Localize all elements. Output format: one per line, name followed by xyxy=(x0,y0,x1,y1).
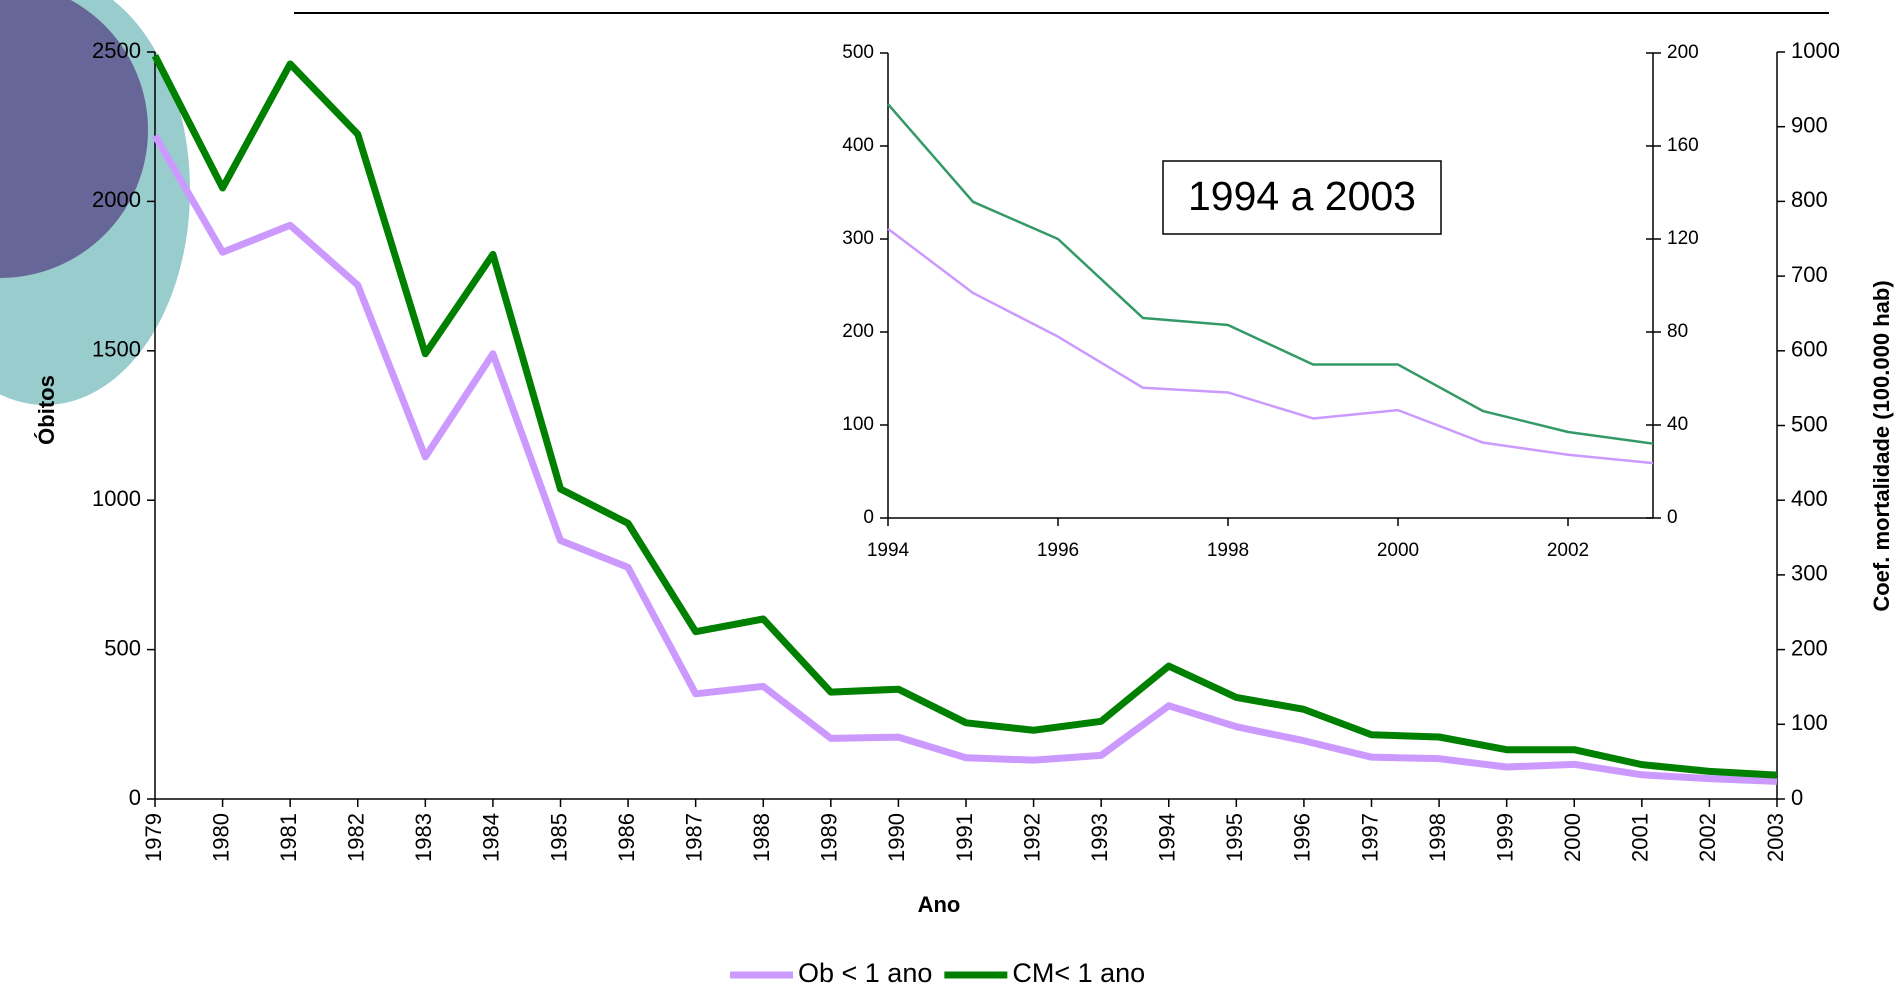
series-line xyxy=(151,54,1778,779)
y-tick-label: 200 xyxy=(842,321,874,342)
legend-label: CM< 1 ano xyxy=(1012,958,1145,988)
y-tick-label: 500 xyxy=(842,42,874,63)
x-tick-label: 1982 xyxy=(344,813,369,862)
x-tick-label: 1987 xyxy=(681,813,706,862)
x-tick-label: 1995 xyxy=(1222,813,1247,862)
x-tick-label: 1980 xyxy=(208,813,233,862)
y-tick-label: 500 xyxy=(104,635,141,660)
y2-tick-label: 120 xyxy=(1667,228,1699,249)
series-line xyxy=(887,227,1654,465)
x-tick-label: 2001 xyxy=(1628,813,1653,862)
series-line xyxy=(151,133,1778,785)
x-tick-label: 2002 xyxy=(1547,540,1589,561)
y2-tick-label: 700 xyxy=(1791,262,1828,287)
y2-tick-label: 800 xyxy=(1791,187,1828,212)
x-tick-label: 1989 xyxy=(817,813,842,862)
annotation-box xyxy=(1162,160,1442,235)
x-tick-label: 1996 xyxy=(1037,540,1079,561)
y2-tick-label: 1000 xyxy=(1791,38,1840,63)
x-tick-label: 1994 xyxy=(867,540,910,561)
y2-tick-label: 200 xyxy=(1667,42,1699,63)
y2-tick-label: 900 xyxy=(1791,113,1828,138)
y2-tick-label: 160 xyxy=(1667,135,1699,156)
y2-tick-label: 400 xyxy=(1791,486,1828,511)
x-axis-label: Ano xyxy=(918,892,961,917)
x-tick-label: 1997 xyxy=(1357,813,1382,862)
x-tick-label: 1996 xyxy=(1290,813,1315,862)
y-tick-label: 2000 xyxy=(92,187,141,212)
y2-tick-label: 200 xyxy=(1791,635,1828,660)
y2-tick-label: 500 xyxy=(1791,411,1828,436)
x-tick-label: 1994 xyxy=(1155,813,1180,862)
x-tick-label: 1986 xyxy=(614,813,639,862)
y-axis-label: Óbitos xyxy=(34,375,59,445)
x-tick-label: 2000 xyxy=(1560,813,1585,862)
y2-tick-label: 80 xyxy=(1667,321,1688,342)
y-tick-label: 400 xyxy=(842,135,874,156)
x-tick-label: 1991 xyxy=(952,813,977,862)
x-tick-label: 1985 xyxy=(546,813,571,862)
decoration xyxy=(0,0,148,278)
x-tick-label: 1979 xyxy=(141,813,166,862)
x-tick-label: 1988 xyxy=(749,813,774,862)
x-tick-label: 1992 xyxy=(1019,813,1044,862)
y-tick-label: 0 xyxy=(129,785,141,810)
y-tick-label: 1000 xyxy=(92,486,141,511)
y2-tick-label: 100 xyxy=(1791,710,1828,735)
legend-label: Ob < 1 ano xyxy=(798,958,932,988)
x-tick-label: 1990 xyxy=(884,813,909,862)
x-tick-label: 2002 xyxy=(1695,813,1720,862)
x-tick-label: 2003 xyxy=(1763,813,1788,862)
y-tick-label: 1500 xyxy=(92,337,141,362)
x-tick-label: 1981 xyxy=(276,813,301,862)
y-tick-label: 100 xyxy=(842,414,874,435)
series-line xyxy=(887,103,1654,445)
y2-tick-label: 0 xyxy=(1667,507,1678,528)
y2-tick-label: 0 xyxy=(1791,785,1803,810)
annotation: 1994 a 2003 xyxy=(1188,173,1416,219)
x-tick-label: 1984 xyxy=(479,813,504,862)
y-tick-label: 2500 xyxy=(92,38,141,63)
y2-tick-label: 600 xyxy=(1791,337,1828,362)
x-tick-label: 1983 xyxy=(411,813,436,862)
y-tick-label: 300 xyxy=(842,228,874,249)
x-tick-label: 1998 xyxy=(1207,540,1249,561)
x-tick-label: 2000 xyxy=(1377,540,1419,561)
y2-tick-label: 40 xyxy=(1667,414,1688,435)
x-tick-label: 1999 xyxy=(1492,813,1517,862)
y2-tick-label: 300 xyxy=(1791,561,1828,586)
x-tick-label: 1998 xyxy=(1425,813,1450,862)
y-tick-label: 0 xyxy=(863,507,874,528)
x-tick-label: 1993 xyxy=(1087,813,1112,862)
y2-axis-label: Coef. mortalidade (100.000 hab) xyxy=(1869,280,1894,611)
